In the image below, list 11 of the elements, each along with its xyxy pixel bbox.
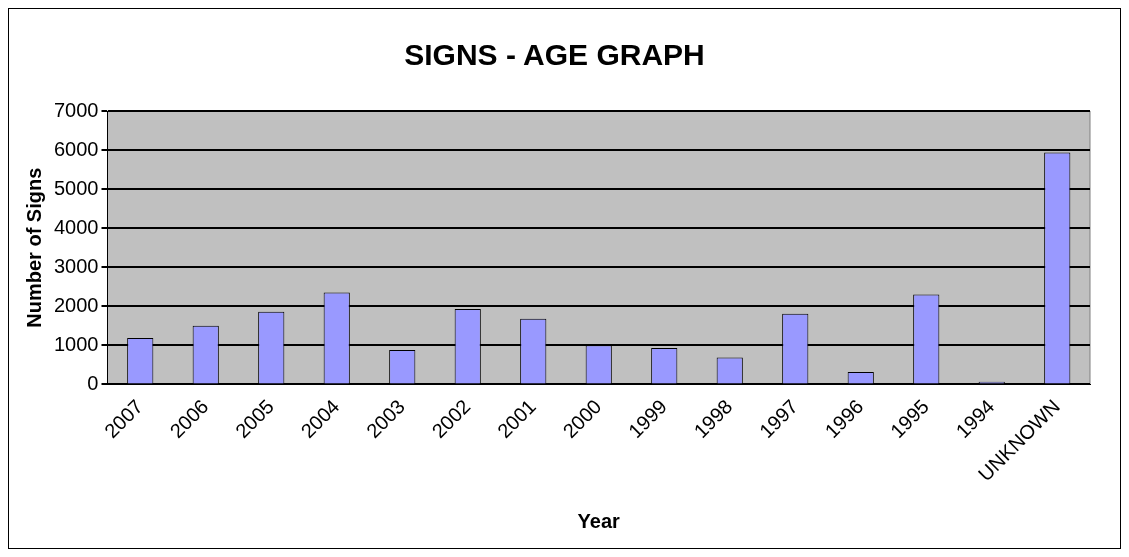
x-axis-title: Year	[577, 509, 621, 532]
y-tick-label: 3000	[53, 254, 99, 277]
y-tick-label: 7000	[53, 98, 99, 121]
chart-title: SIGNS - AGE GRAPH	[404, 38, 705, 72]
y-tick-label: 0	[87, 371, 99, 394]
y-tick-label: 5000	[53, 176, 99, 199]
y-tick-label: 2000	[53, 293, 99, 316]
y-tick-label: 6000	[53, 137, 99, 160]
y-axis-title: Number of Signs	[22, 167, 45, 328]
y-tick-label: 4000	[53, 215, 99, 238]
y-tick-label: 1000	[53, 332, 99, 355]
